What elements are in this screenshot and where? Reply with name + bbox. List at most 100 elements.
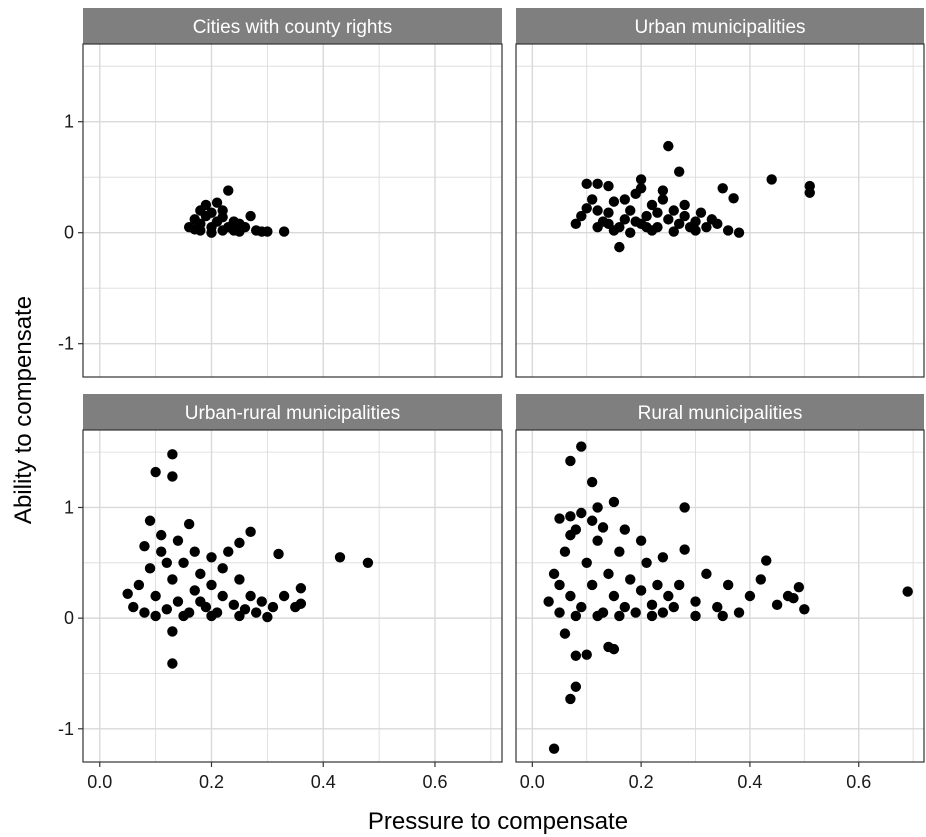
- data-point: [761, 555, 772, 566]
- data-point: [206, 207, 217, 218]
- data-point: [559, 546, 571, 557]
- facet-panels: Cities with county rights Urban municipal…: [82, 8, 925, 763]
- data-point: [608, 196, 620, 207]
- facet-panel: Urban-rural municipalities: [82, 394, 503, 763]
- data-point: [603, 568, 614, 580]
- y-tick-label: 1: [64, 497, 74, 517]
- data-point: [295, 583, 307, 594]
- x-tick-label: 0.2: [629, 772, 654, 792]
- data-point: [128, 601, 139, 613]
- data-point: [608, 643, 620, 655]
- data-point: [565, 693, 576, 705]
- data-point: [554, 513, 565, 524]
- data-point: [668, 601, 679, 613]
- x-axis-title: Pressure to compensate: [368, 808, 628, 835]
- data-point: [195, 596, 206, 607]
- data-point: [657, 185, 669, 196]
- data-point: [603, 218, 614, 230]
- data-point: [608, 496, 620, 508]
- data-point: [646, 610, 658, 622]
- data-point: [755, 574, 766, 585]
- data-point: [581, 178, 592, 190]
- data-point: [722, 225, 734, 236]
- data-point: [717, 183, 728, 194]
- data-point: [548, 743, 560, 754]
- data-point: [206, 227, 217, 238]
- data-point: [690, 610, 701, 622]
- y-tick-label: 0: [64, 608, 74, 628]
- data-point: [635, 174, 647, 185]
- data-point: [695, 207, 707, 218]
- data-point: [150, 590, 161, 602]
- y-tick-label: -1: [58, 334, 74, 354]
- data-point: [189, 585, 200, 596]
- data-point: [733, 607, 745, 618]
- data-point: [565, 529, 576, 541]
- data-point: [570, 650, 582, 661]
- x-tick-label: 0.6: [422, 772, 447, 792]
- y-axis-ticks-bottom-row: -1 0 1: [58, 497, 83, 739]
- data-point: [554, 607, 565, 618]
- data-point: [690, 596, 701, 607]
- data-point: [652, 207, 663, 218]
- data-point: [641, 221, 652, 233]
- data-point: [793, 581, 805, 593]
- data-point: [234, 218, 245, 230]
- data-point: [679, 199, 690, 211]
- data-point: [362, 557, 374, 568]
- data-point: [619, 524, 630, 535]
- x-axis-ticks-left-column: 0.0 0.2 0.4 0.6: [87, 762, 447, 792]
- data-point: [167, 449, 178, 460]
- data-point: [278, 590, 290, 602]
- data-point: [701, 221, 712, 233]
- data-point: [234, 537, 245, 549]
- panel-border: [515, 43, 925, 378]
- data-point: [592, 610, 603, 622]
- facet-panel: Rural municipalities: [515, 394, 925, 763]
- data-point: [217, 205, 228, 216]
- facet-title: Cities with county rights: [193, 17, 393, 38]
- data-point: [150, 466, 161, 478]
- y-tick-label: -1: [58, 719, 74, 739]
- data-point: [200, 199, 212, 211]
- data-point: [679, 210, 690, 222]
- data-point: [195, 568, 206, 580]
- data-point: [262, 226, 273, 237]
- facet-strip: [516, 8, 924, 44]
- data-point: [625, 227, 636, 238]
- facet-strip: [516, 394, 924, 430]
- data-point: [722, 579, 734, 591]
- data-point: [597, 522, 609, 533]
- facet-strip: [83, 394, 502, 430]
- data-point: [586, 579, 598, 591]
- x-tick-label: 0.0: [520, 772, 545, 792]
- data-point: [701, 568, 712, 580]
- data-point: [603, 207, 614, 218]
- data-point: [646, 199, 658, 211]
- data-point: [183, 518, 195, 530]
- data-point: [771, 599, 783, 611]
- data-point: [581, 203, 592, 214]
- data-point: [657, 607, 669, 618]
- data-point: [728, 193, 739, 204]
- data-point: [217, 563, 228, 574]
- data-point: [167, 658, 178, 669]
- data-point: [290, 601, 301, 613]
- data-point: [663, 214, 674, 225]
- data-point: [635, 585, 647, 596]
- data-point: [712, 601, 723, 613]
- data-point: [570, 218, 582, 230]
- x-tick-label: 0.4: [737, 772, 762, 792]
- data-point: [592, 535, 603, 546]
- panel-border: [82, 43, 503, 378]
- data-point: [733, 227, 745, 238]
- data-point: [674, 166, 685, 177]
- data-point: [206, 610, 217, 622]
- data-point: [581, 649, 592, 660]
- data-point: [334, 552, 346, 563]
- x-tick-label: 0.6: [846, 772, 871, 792]
- data-point: [679, 502, 690, 513]
- data-point: [273, 548, 284, 560]
- data-point: [223, 546, 234, 557]
- data-point: [674, 579, 685, 591]
